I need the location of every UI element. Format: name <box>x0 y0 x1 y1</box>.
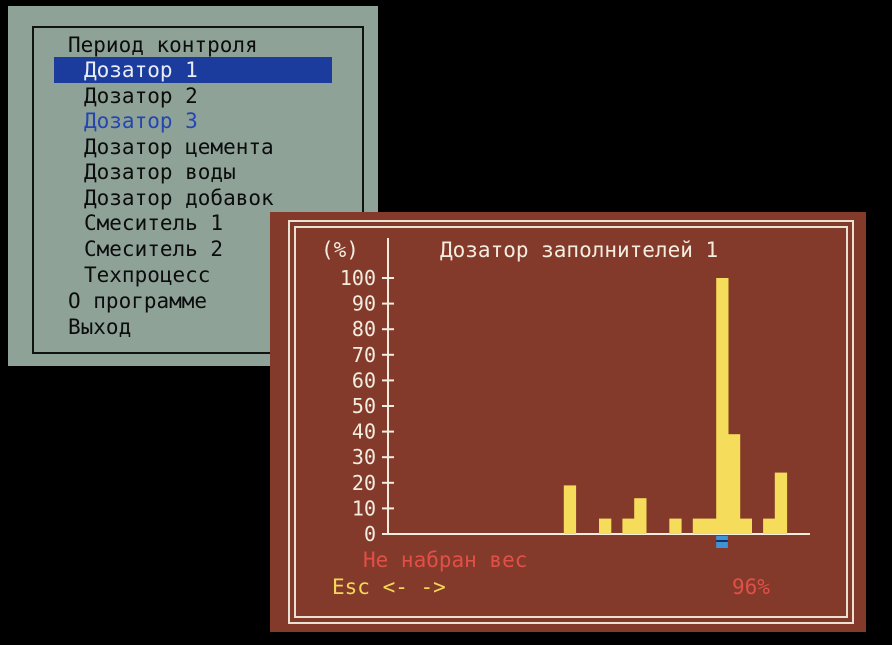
menu-item-dozator-cementa[interactable]: Дозатор цемента <box>84 135 274 159</box>
y-tick-label-50: 50 <box>352 394 376 418</box>
graph-window: (%) Дозатор заполнителей 1 0 10 20 30 40 50 60… <box>270 212 866 632</box>
menu-frame <box>32 26 364 354</box>
menu-item-dozator-2[interactable]: Дозатор 2 <box>84 84 198 108</box>
y-tick-label-40: 40 <box>352 420 376 444</box>
bar-20 <box>622 518 635 534</box>
bar-24 <box>669 518 682 534</box>
bar-33 <box>774 472 788 534</box>
y-tick-label-20: 20 <box>352 471 376 495</box>
menu-item-vykhod[interactable]: Выход <box>68 315 132 339</box>
menu-item-tekhprotsess[interactable]: Техпроцесс <box>84 263 211 287</box>
bar-15 <box>563 485 577 534</box>
y-tick-label-10: 10 <box>352 496 376 520</box>
y-tick-label-30: 30 <box>352 445 376 469</box>
bar-29 <box>727 434 741 534</box>
y-tick-label-90: 90 <box>352 292 376 316</box>
y-tick-label-70: 70 <box>352 343 376 367</box>
y-tick-label-0: 0 <box>364 522 376 546</box>
bar-32 <box>763 518 776 534</box>
position-marker-line <box>716 540 728 542</box>
menu-title: Период контроля <box>68 33 258 57</box>
menu-item-smesitel-1[interactable]: Смеситель 1 <box>84 211 224 235</box>
window-frame-inner <box>294 226 848 618</box>
menu-panel: Период контроля Дозатор 1 Дозатор 2 Доза… <box>8 6 378 366</box>
menu-item-smesitel-2[interactable]: Смеситель 2 <box>84 237 224 261</box>
value-readout: 96% <box>732 575 770 599</box>
bar-30 <box>739 518 752 534</box>
bar-28 <box>716 278 729 534</box>
menu-item-dozator-1[interactable]: Дозатор 1 <box>54 57 332 83</box>
y-tick-label-100: 100 <box>340 266 376 290</box>
y-unit-label: (%) <box>321 238 359 262</box>
chart-title: Дозатор заполнителей 1 <box>440 238 719 262</box>
bar-27 <box>704 518 717 534</box>
menu-item-dozator-3[interactable]: Дозатор 3 <box>84 109 198 133</box>
window-frame-outer <box>288 220 854 624</box>
bar-18 <box>599 518 612 534</box>
y-tick-label-80: 80 <box>352 317 376 341</box>
y-tick-label-60: 60 <box>352 368 376 392</box>
bar-26 <box>692 518 706 534</box>
nav-hint[interactable]: Esc <- -> <box>332 575 446 599</box>
menu-item-dozator-dobavok[interactable]: Дозатор добавок <box>84 186 274 210</box>
bar-21 <box>634 498 647 534</box>
menu-item-o-programme[interactable]: О программе <box>68 289 208 313</box>
status-message: Не набран вес <box>363 548 528 572</box>
menu-item-dozator-vody[interactable]: Дозатор воды <box>84 160 236 184</box>
